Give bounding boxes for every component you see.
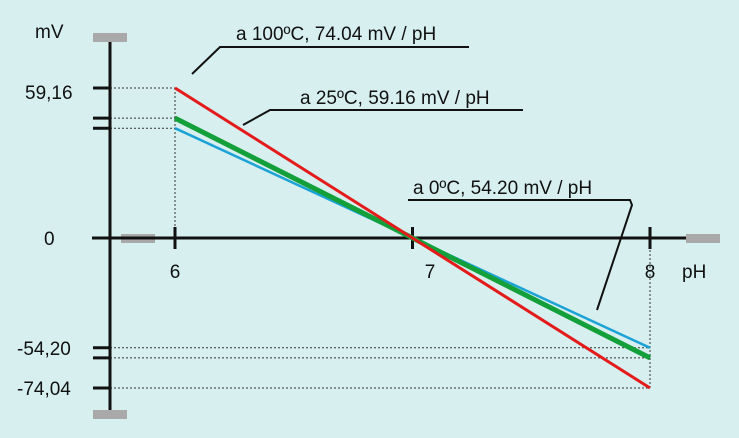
legend-label-100c: a 100ºC, 74.04 mV / pH <box>236 24 436 45</box>
y-tick-marks <box>93 86 110 390</box>
leader-25c <box>242 109 523 126</box>
legend-leaders <box>191 46 634 311</box>
y-axis-top-arrow <box>93 33 127 42</box>
leader-0c <box>408 199 634 311</box>
series-line-100c <box>174 86 651 390</box>
y-tick-label-minus-54-20: -54,20 <box>17 339 71 360</box>
x-tick-label-8: 8 <box>645 262 656 283</box>
legend-label-25c: a 25ºC, 59.16 mV / pH <box>300 88 490 109</box>
y-tick-label-0: 0 <box>44 229 55 250</box>
x-axis-right-arrow <box>686 234 720 243</box>
x-tick-label-6: 6 <box>170 262 181 283</box>
x-tick-label-7: 7 <box>425 262 436 283</box>
leader-100c <box>191 46 469 75</box>
y-tick-label-59-16: 59,16 <box>25 83 73 104</box>
y-axis-title: mV <box>35 22 64 43</box>
y-axis-bottom-arrow <box>93 410 127 419</box>
series-lines <box>173 86 652 390</box>
y-tick-label-minus-74-04: -74,04 <box>17 379 71 400</box>
legend-label-0c: a 0ºC, 54.20 mV / pH <box>413 178 592 199</box>
x-axis-title: pH <box>682 262 706 283</box>
guide-lines <box>110 87 651 389</box>
